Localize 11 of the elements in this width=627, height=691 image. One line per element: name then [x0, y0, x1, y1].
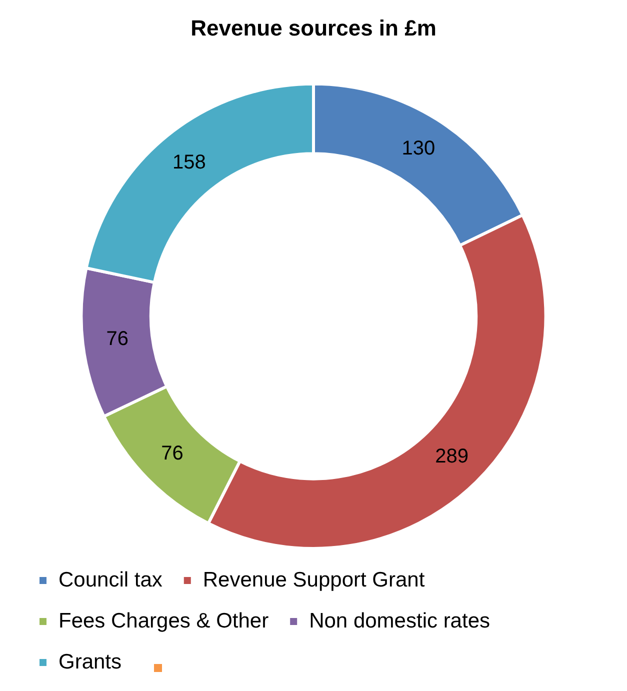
legend-label: Council tax [58, 568, 163, 592]
legend-label: Grants [58, 650, 122, 674]
legend-label: Revenue Support Grant [202, 568, 425, 592]
legend-label: Non domestic rates [309, 609, 490, 632]
data-label: 289 [435, 446, 468, 468]
data-label: 158 [172, 151, 206, 174]
data-label: 130 [402, 137, 436, 160]
chart-title: Revenue sources in £m [190, 15, 436, 40]
data-label: 76 [161, 442, 184, 465]
data-label: 76 [106, 328, 129, 350]
legend-label: Fees Charges & Other [58, 609, 269, 632]
